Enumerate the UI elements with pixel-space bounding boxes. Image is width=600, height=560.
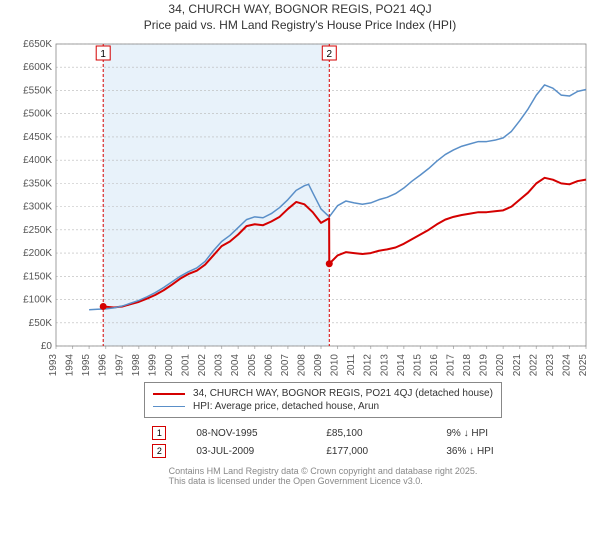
svg-text:2010: 2010 [330,354,341,376]
attribution-line-2: This data is licensed under the Open Gov… [169,476,478,486]
svg-text:1998: 1998 [131,354,142,376]
marker-date: 08-NOV-1995 [196,428,296,439]
marker-price: £177,000 [326,446,416,457]
svg-text:2018: 2018 [462,354,473,376]
chart-area: £0 £50K £100K £150K £200K £250K £300K £350K £400… [10,36,590,376]
chart-subtitle: Price paid vs. HM Land Registry's House … [144,18,456,32]
svg-text:£550K: £550K [23,85,52,96]
svg-text:£100K: £100K [23,295,52,306]
svg-text:2011: 2011 [346,354,357,376]
svg-text:£200K: £200K [23,248,52,259]
marker-price: £85,100 [326,428,416,439]
legend: 34, CHURCH WAY, BOGNOR REGIS, PO21 4QJ (… [144,382,502,418]
svg-text:£50K: £50K [29,318,53,329]
marker-diff: 9% ↓ HPI [446,428,488,439]
svg-text:2021: 2021 [512,354,523,376]
svg-text:1993: 1993 [48,354,59,376]
svg-text:2024: 2024 [561,354,572,376]
svg-text:2000: 2000 [164,354,175,376]
svg-text:2013: 2013 [379,354,390,376]
attribution: Contains HM Land Registry data © Crown c… [169,466,478,486]
svg-text:1997: 1997 [114,354,125,376]
svg-text:2003: 2003 [214,354,225,376]
svg-text:2014: 2014 [396,354,407,376]
svg-text:2023: 2023 [545,354,556,376]
svg-text:1995: 1995 [81,354,92,376]
svg-text:2017: 2017 [446,354,457,376]
marker-row: 1 08-NOV-1995 £85,100 9% ↓ HPI [152,424,493,442]
legend-swatch [153,406,185,407]
svg-text:£650K: £650K [23,39,52,50]
svg-text:1994: 1994 [65,354,76,376]
marker-date: 03-JUL-2009 [196,446,296,457]
svg-text:£300K: £300K [23,202,52,213]
svg-text:2006: 2006 [263,354,274,376]
svg-text:2001: 2001 [181,354,192,376]
marker-badge: 2 [152,444,166,458]
svg-text:£400K: £400K [23,155,52,166]
legend-row: HPI: Average price, detached house, Arun [153,400,493,413]
svg-text:1: 1 [100,49,106,60]
marker-badge: 1 [152,426,166,440]
svg-text:£250K: £250K [23,225,52,236]
svg-text:2022: 2022 [528,354,539,376]
svg-text:2020: 2020 [495,354,506,376]
svg-text:2025: 2025 [578,354,589,376]
svg-text:£500K: £500K [23,109,52,120]
svg-text:1996: 1996 [98,354,109,376]
svg-text:2007: 2007 [280,354,291,376]
svg-text:2002: 2002 [197,354,208,376]
svg-text:2012: 2012 [363,354,374,376]
svg-text:£450K: £450K [23,132,52,143]
svg-text:2008: 2008 [296,354,307,376]
svg-text:£350K: £350K [23,178,52,189]
legend-swatch [153,393,185,395]
chart-title: 34, CHURCH WAY, BOGNOR REGIS, PO21 4QJ [168,2,431,16]
legend-row: 34, CHURCH WAY, BOGNOR REGIS, PO21 4QJ (… [153,387,493,400]
legend-label: HPI: Average price, detached house, Arun [193,401,379,412]
svg-text:£150K: £150K [23,271,52,282]
marker-diff: 36% ↓ HPI [446,446,493,457]
line-chart: £0 £50K £100K £150K £200K £250K £300K £350K £400… [10,36,590,376]
svg-text:2016: 2016 [429,354,440,376]
svg-text:2009: 2009 [313,354,324,376]
svg-text:2: 2 [327,49,333,60]
svg-text:1999: 1999 [147,354,158,376]
attribution-line-1: Contains HM Land Registry data © Crown c… [169,466,478,476]
svg-text:2019: 2019 [479,354,490,376]
svg-text:2005: 2005 [247,354,258,376]
svg-text:£0: £0 [41,341,53,352]
marker-table: 1 08-NOV-1995 £85,100 9% ↓ HPI 2 03-JUL-2009 £… [152,424,493,460]
svg-text:2015: 2015 [412,354,423,376]
marker-row: 2 03-JUL-2009 £177,000 36% ↓ HPI [152,442,493,460]
svg-text:£600K: £600K [23,62,52,73]
svg-text:2004: 2004 [230,354,241,376]
legend-label: 34, CHURCH WAY, BOGNOR REGIS, PO21 4QJ (… [193,388,493,399]
